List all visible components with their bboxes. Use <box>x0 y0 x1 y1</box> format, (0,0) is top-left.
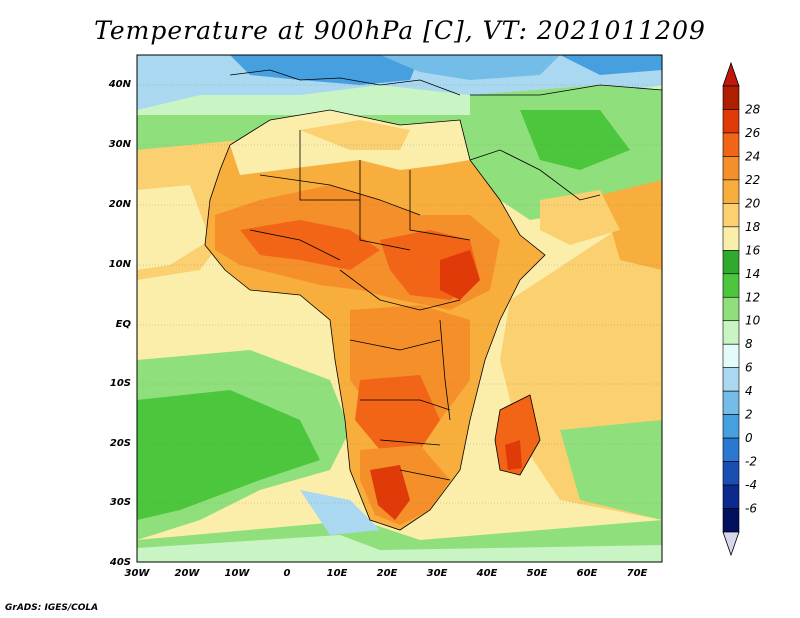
lon-label: 50E <box>527 568 548 579</box>
lat-label: 40S <box>109 557 131 568</box>
lat-label: 20S <box>110 438 131 449</box>
lat-label: 10N <box>109 259 132 270</box>
colorbar-box <box>722 484 740 509</box>
colorbar-label: 4 <box>745 384 753 398</box>
colorbar-box <box>722 273 740 298</box>
lon-label: 30E <box>427 568 448 579</box>
colorbar-label: 22 <box>745 173 760 187</box>
colorbar-label: 16 <box>745 243 761 257</box>
lon-label: 70E <box>627 568 648 579</box>
colorbar-box <box>722 437 740 462</box>
lat-label: 30N <box>109 139 132 150</box>
colorbar-box <box>722 179 740 204</box>
colorbar-box <box>722 156 740 181</box>
colorbar-label: 12 <box>745 290 760 304</box>
lon-label: 10E <box>327 568 348 579</box>
lat-label: 40N <box>108 79 132 90</box>
lat-label: 20N <box>109 199 132 210</box>
lon-label: 10W <box>225 568 251 579</box>
colorbar-label: 26 <box>745 126 761 140</box>
colorbar-label: 2 <box>745 408 753 422</box>
colorbar-box <box>722 109 740 134</box>
colorbar-label: 20 <box>745 196 761 210</box>
colorbar-box <box>722 367 740 392</box>
colorbar-box <box>722 320 740 345</box>
lat-label: 10S <box>110 378 131 389</box>
colorbar-box <box>722 132 740 157</box>
colorbar-box <box>722 296 740 322</box>
lon-label: 0 <box>284 568 291 579</box>
temperature-field <box>137 55 662 562</box>
colorbar-label: 18 <box>745 220 761 234</box>
colorbar-label: -2 <box>745 455 757 469</box>
lat-label: 30S <box>110 497 131 508</box>
colorbar-box <box>722 85 740 110</box>
colorbar-box <box>722 414 740 439</box>
colorbar-label: -4 <box>745 478 757 492</box>
colorbar-label: 8 <box>745 337 753 351</box>
lon-label: 60E <box>577 568 598 579</box>
map-frame <box>136 54 663 563</box>
colorbar-label: 24 <box>745 149 760 163</box>
colorbar-bottom-arrow <box>722 531 740 557</box>
credit-text: GrADS: IGES/COLA <box>5 603 99 613</box>
lon-label: 20E <box>377 568 398 579</box>
chart-title: Temperature at 900hPa [C], VT: 202101120… <box>94 16 706 45</box>
colorbar-box <box>722 250 740 275</box>
colorbar-label: 14 <box>745 267 760 281</box>
colorbar-box <box>722 461 740 486</box>
colorbar-top-arrow <box>722 61 740 87</box>
colorbar-label: 0 <box>745 431 753 445</box>
colorbar-box <box>722 508 740 533</box>
lon-label: 40E <box>476 568 498 579</box>
colorbar-label: 6 <box>745 361 753 375</box>
colorbar-box <box>722 390 740 415</box>
lat-axis: 40N 30N 20N 10N EQ 10S 20S 30S 40S <box>108 79 132 568</box>
lat-label: EQ <box>116 319 132 330</box>
colorbar-box <box>722 226 740 251</box>
colorbar-label: -6 <box>745 502 757 516</box>
lon-label: 20W <box>175 568 201 579</box>
colorbar-label: 28 <box>745 102 761 116</box>
lon-axis: 30W 20W 10W 0 10E 20E 30E 40E 50E 60E 70… <box>125 568 648 579</box>
lon-label: 30W <box>125 568 151 579</box>
colorbar-box <box>722 203 740 228</box>
colorbar-boxes <box>722 85 740 533</box>
colorbar-box <box>722 343 740 368</box>
colorbar-label: 10 <box>745 314 761 328</box>
